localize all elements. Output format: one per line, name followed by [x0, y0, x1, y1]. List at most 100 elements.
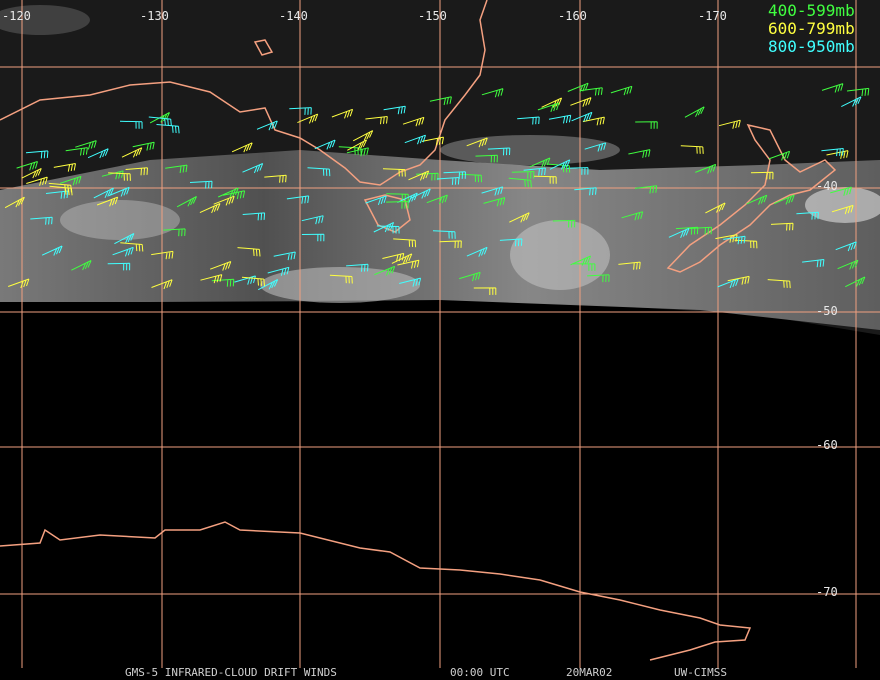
wind-barb — [273, 251, 296, 261]
wind-barb — [346, 263, 369, 272]
wind-barb — [511, 171, 535, 179]
wind-barb — [397, 259, 420, 269]
wind-barb — [473, 287, 497, 295]
wind-barb — [241, 276, 265, 287]
wind-barb — [16, 161, 38, 171]
wind-barb — [267, 266, 290, 276]
wind-barb — [112, 246, 134, 257]
wind-barb — [459, 271, 481, 282]
wind-barb — [768, 150, 791, 161]
wind-barb — [705, 202, 726, 214]
wind-barb — [41, 245, 63, 256]
wind-barb — [439, 240, 462, 249]
wind-barb — [114, 233, 135, 245]
wind-barb — [286, 195, 310, 204]
wind-barb — [695, 163, 717, 174]
lon-label: -120 — [2, 9, 31, 23]
wind-barb — [421, 136, 444, 146]
wind-barb — [410, 188, 431, 199]
wind-barb — [552, 219, 576, 228]
wind-barb — [4, 196, 25, 209]
wind-barb — [125, 167, 148, 176]
wind-barb — [750, 171, 774, 180]
wind-barb — [517, 116, 540, 125]
wind-barb — [835, 241, 857, 252]
wind-barb — [121, 147, 143, 158]
wind-barb — [541, 97, 563, 108]
wind-barb — [264, 174, 287, 183]
wind-barb — [487, 147, 511, 156]
wind-barb — [329, 274, 353, 284]
wind-barb — [210, 261, 232, 271]
lat-label: -70 — [816, 585, 838, 599]
wind-barb — [96, 196, 119, 207]
wind-barb — [846, 87, 870, 97]
wind-barb — [75, 140, 97, 150]
wind-barb — [257, 279, 279, 291]
wind-barb — [837, 259, 859, 270]
wind-barb — [466, 246, 488, 257]
wind-barb — [289, 107, 312, 115]
wind-barb — [429, 96, 452, 106]
wind-barb — [426, 194, 448, 205]
wind-barb — [529, 157, 551, 168]
wind-barb — [635, 121, 658, 129]
wind-barb — [347, 139, 368, 151]
wind-barb — [242, 163, 264, 174]
wind-barb — [717, 278, 739, 289]
wind-barb — [628, 149, 651, 158]
legend-entry: 800-950mb — [768, 37, 855, 56]
wind-barb — [727, 275, 750, 285]
wind-barb — [584, 142, 607, 152]
wind-barb — [297, 113, 319, 124]
wind-barb — [570, 97, 592, 107]
wind-barb — [256, 120, 278, 131]
wind-barb — [689, 226, 712, 235]
wind-barb — [120, 242, 144, 252]
wind-barb — [365, 116, 388, 125]
wind-barb — [404, 134, 426, 145]
wind-barb — [217, 187, 239, 198]
wind-barb — [301, 233, 325, 242]
wind-barb — [189, 180, 213, 189]
legend-entry: 400-599mb — [768, 1, 855, 20]
wind-barb — [65, 147, 88, 156]
wind-barb — [734, 239, 758, 249]
wind-barb — [475, 154, 498, 163]
lon-label: -150 — [418, 9, 447, 23]
wind-barb — [767, 279, 791, 289]
lat-label: -60 — [816, 438, 838, 452]
wind-barb — [402, 116, 425, 127]
wind-barb — [718, 119, 741, 129]
latitude-labels: -40 -50 -60 -70 — [816, 179, 838, 599]
wind-barb — [570, 255, 592, 266]
wind-barb — [715, 234, 738, 243]
wind-barb — [374, 265, 396, 276]
wind-barb — [618, 261, 641, 270]
legend: 400-599mb 600-799mb 800-950mb — [768, 1, 855, 56]
wind-barb — [675, 226, 699, 235]
wind-barb — [523, 167, 546, 176]
wind-barb — [87, 148, 109, 159]
wind-barb — [48, 182, 72, 193]
footer-date: 20MAR02 — [566, 666, 612, 679]
wind-barb — [483, 197, 506, 207]
wind-barb — [399, 277, 422, 287]
legend-entry: 600-799mb — [768, 19, 855, 38]
wind-barb — [382, 168, 406, 177]
wind-barb — [548, 114, 572, 124]
wind-barb — [432, 230, 456, 239]
footer: GMS-5 INFRARED-CLOUD DRIFT WINDS 00:00 U… — [125, 666, 727, 679]
wind-barb — [307, 167, 331, 177]
wind-barb — [845, 276, 866, 288]
wind-barb — [199, 203, 221, 214]
wind-barb — [148, 116, 172, 127]
wind-barb — [165, 164, 188, 174]
wind-barb — [301, 215, 324, 225]
wind-barb — [21, 167, 42, 179]
wind-barb — [582, 116, 605, 126]
wind-barb — [314, 139, 336, 150]
wind-barb — [30, 216, 53, 225]
wind-barb — [684, 106, 705, 118]
